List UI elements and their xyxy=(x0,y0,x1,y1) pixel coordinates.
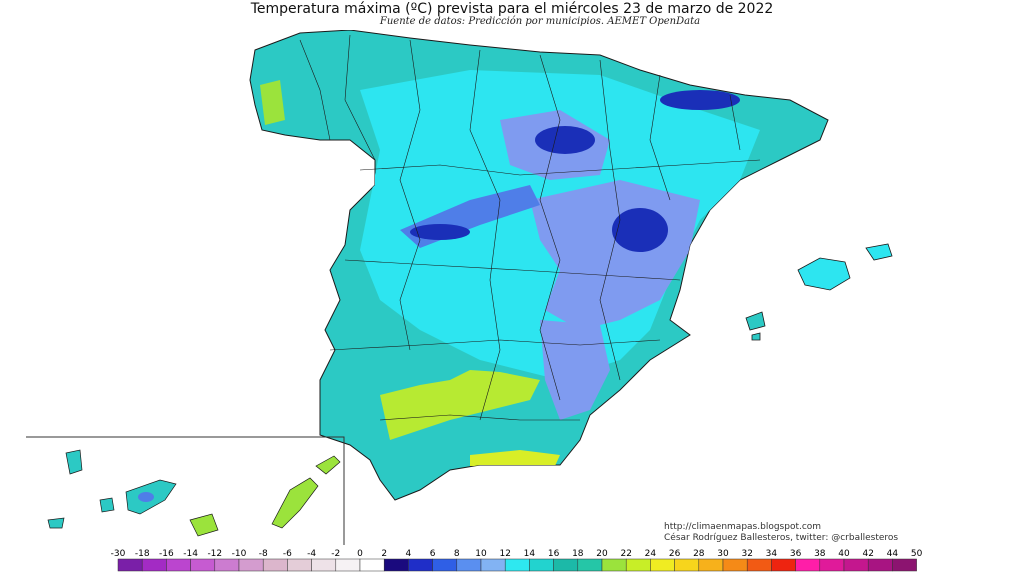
scale-label: -6 xyxy=(283,549,292,559)
island-gran-canaria xyxy=(189,513,219,537)
province-borders xyxy=(299,34,761,421)
scale-swatch xyxy=(432,558,458,572)
scale-label: -4 xyxy=(307,549,316,559)
scale-swatch xyxy=(456,558,482,572)
scale-swatch xyxy=(287,558,312,572)
island-ibiza xyxy=(745,311,766,331)
scale-swatch xyxy=(650,558,675,572)
scale-label: 34 xyxy=(766,549,778,559)
scale-label: 22 xyxy=(620,549,631,559)
scale-swatch xyxy=(795,558,821,572)
scale-label: 2 xyxy=(381,549,387,559)
scale-label: 42 xyxy=(862,549,873,559)
island-el-hierro xyxy=(47,517,65,529)
zone-very-cold-2 xyxy=(612,208,668,252)
scale-label: 50 xyxy=(911,549,923,559)
temperature-zones xyxy=(260,70,760,466)
island-la-gomera xyxy=(99,497,115,513)
scale-label: 20 xyxy=(596,549,608,559)
zone-cold-south xyxy=(540,320,610,420)
zone-central-system xyxy=(410,224,470,240)
scale-swatch xyxy=(601,558,627,572)
scale-label: 6 xyxy=(430,549,436,559)
scale-swatch xyxy=(553,558,579,572)
scale-swatch xyxy=(698,558,724,572)
scale-label: 10 xyxy=(475,549,487,559)
scale-label: 8 xyxy=(454,549,460,559)
color-scale: -30 -18 -16 -14 -12 -10 -8 -6 -4 -2 0 2 4 6 8 10 12 14 16 1… xyxy=(111,549,923,572)
scale-label: 14 xyxy=(524,549,536,559)
map-title: Temperatura máxima (ºC) prevista para el… xyxy=(250,1,774,17)
scale-label: 44 xyxy=(887,549,899,559)
scale-label: 18 xyxy=(572,549,584,559)
scale-label: 40 xyxy=(838,549,850,559)
scale-label: 32 xyxy=(741,549,752,559)
credit-author: César Rodríguez Ballesteros, twitter: @c… xyxy=(664,533,899,543)
scale-label: 38 xyxy=(814,549,826,559)
credit-url: http://climaenmapas.blogspot.com xyxy=(664,522,822,532)
scale-label: -12 xyxy=(207,549,222,559)
scale-label: 16 xyxy=(548,549,560,559)
scale-label: 36 xyxy=(790,549,802,559)
scale-swatch xyxy=(408,558,433,572)
scale-swatch xyxy=(771,558,796,572)
zone-warm-galicia xyxy=(260,80,285,125)
scale-swatch xyxy=(746,558,772,572)
island-fuerteventura xyxy=(271,477,319,529)
island-lanzarote xyxy=(315,455,341,475)
scale-swatch xyxy=(843,558,869,572)
scale-swatch xyxy=(190,558,216,572)
zone-warm-coast xyxy=(470,450,560,466)
island-formentera xyxy=(751,332,761,341)
scale-label: 28 xyxy=(693,549,705,559)
canarias-inset-frame xyxy=(26,436,345,545)
scale-label: 24 xyxy=(645,549,657,559)
scale-label: 30 xyxy=(717,549,729,559)
zone-teide xyxy=(138,492,154,502)
scale-swatch xyxy=(674,558,700,572)
scale-swatch xyxy=(529,558,554,572)
scale-swatch xyxy=(311,558,337,572)
scale-swatch xyxy=(892,558,917,572)
scale-label: 0 xyxy=(357,549,363,559)
scale-swatch xyxy=(335,558,361,572)
scale-swatch xyxy=(141,558,167,572)
scale-swatch xyxy=(867,558,893,572)
zone-very-cold-1 xyxy=(535,126,595,154)
map-subtitle: Fuente de datos: Predicción por municipi… xyxy=(379,16,701,27)
zone-pyrenees xyxy=(660,90,740,110)
scale-swatch xyxy=(577,558,603,572)
scale-swatch xyxy=(238,558,264,572)
scale-swatch xyxy=(359,558,385,572)
scale-swatch xyxy=(819,558,845,572)
scale-label: -30 xyxy=(111,549,126,559)
scale-swatch xyxy=(722,558,748,572)
scale-swatch xyxy=(383,558,409,572)
scale-label: 26 xyxy=(669,549,681,559)
scale-swatch xyxy=(262,558,288,572)
scale-swatch xyxy=(117,558,143,572)
scale-swatch xyxy=(166,558,191,572)
scale-label: -14 xyxy=(183,549,198,559)
temperature-map xyxy=(26,30,893,545)
scale-label: -10 xyxy=(232,549,247,559)
scale-label: -8 xyxy=(259,549,268,559)
scale-swatch xyxy=(625,558,651,572)
island-menorca xyxy=(865,243,893,261)
island-mallorca xyxy=(797,257,851,291)
scale-swatch xyxy=(214,558,240,572)
scale-label: -18 xyxy=(135,549,150,559)
scale-label: -16 xyxy=(159,549,174,559)
scale-label: -2 xyxy=(331,549,340,559)
zone-warm-guadalquivir xyxy=(380,370,540,440)
scale-swatch xyxy=(504,558,530,572)
scale-label: 12 xyxy=(499,549,510,559)
scale-swatch xyxy=(480,558,506,572)
island-la-palma xyxy=(65,449,83,475)
scale-label: 4 xyxy=(406,549,412,559)
